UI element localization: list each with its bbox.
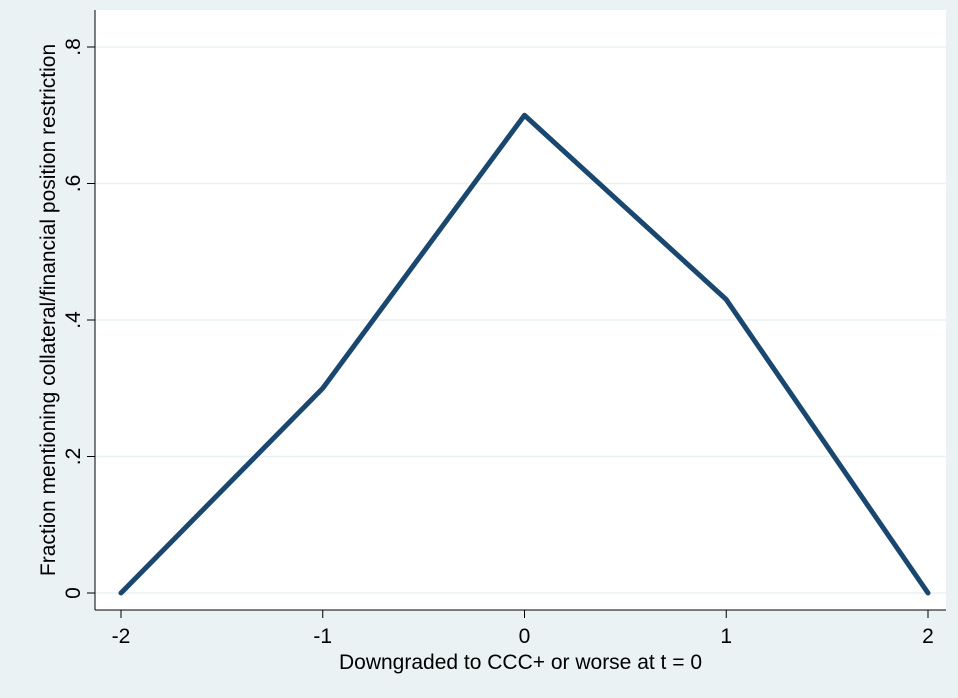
x-tick-label: 1: [720, 625, 732, 648]
x-tick-label: -1: [313, 625, 332, 648]
y-tick-label: .2: [62, 448, 85, 466]
series: [118, 112, 931, 596]
y-tick-label: .6: [62, 175, 85, 193]
x-tick-label: -2: [112, 625, 131, 648]
plot-area: [95, 10, 946, 610]
x-tick-label: 2: [922, 625, 934, 648]
y-tick-label: 0: [62, 587, 85, 599]
y-tick-label: .4: [62, 311, 85, 329]
y-tick-label: .8: [62, 38, 85, 56]
x-axis-title: Downgraded to CCC+ or worse at t = 0: [339, 651, 702, 674]
y-axis-title: Fraction mentioning collateral/financial…: [37, 44, 60, 576]
gridlines: [95, 46, 946, 594]
x-tick-label: 0: [519, 625, 531, 648]
axes: 0 .2 .4 .6 .8 -2 -1 0 1 2: [62, 10, 946, 648]
